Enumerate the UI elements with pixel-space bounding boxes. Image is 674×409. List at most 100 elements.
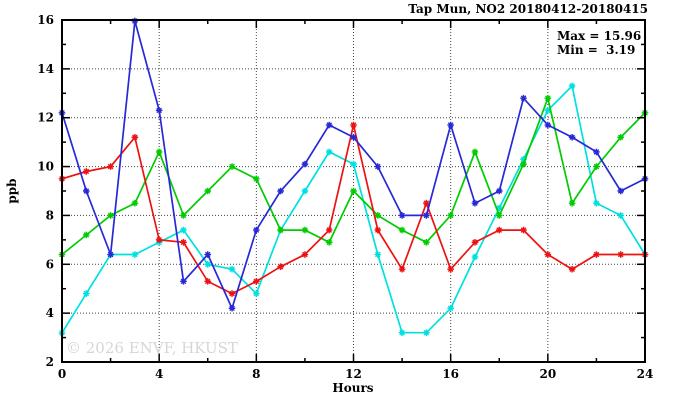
red-line-marker — [374, 226, 382, 234]
x-tick-label: 20 — [539, 367, 556, 381]
cyan-line-marker — [325, 148, 333, 156]
red-line-marker — [204, 278, 212, 285]
blue-line-marker — [423, 212, 430, 219]
green-line-marker — [398, 226, 406, 234]
blue-line-marker — [520, 94, 527, 102]
green-line-marker — [107, 212, 114, 219]
cyan-line-marker — [544, 107, 552, 114]
blue-line-marker — [155, 107, 163, 114]
cyan-line-marker — [253, 290, 260, 297]
red-line-marker — [325, 226, 333, 234]
y-tick-label: 8 — [46, 208, 54, 222]
blue-line-marker — [82, 187, 90, 195]
red-line-marker — [82, 168, 90, 175]
cyan-line-marker — [180, 226, 187, 234]
y-tick-label: 14 — [37, 62, 54, 76]
blue-line-marker — [495, 187, 503, 195]
red-line-marker — [155, 236, 163, 244]
blue-line-marker — [568, 133, 576, 141]
y-axis-label: ppb — [5, 178, 19, 203]
red-line-marker — [131, 133, 139, 141]
red-line-marker — [544, 251, 552, 258]
green-line-marker — [374, 212, 382, 219]
green-line-marker — [495, 212, 503, 219]
green-line-marker — [544, 94, 552, 102]
green-line-marker — [204, 187, 212, 195]
green-line-marker — [325, 239, 333, 246]
green-line-marker — [180, 212, 187, 219]
green-line-marker — [277, 226, 284, 234]
watermark: © 2026 ENVF, HKUST — [66, 339, 238, 357]
y-tick-label: 12 — [37, 111, 54, 125]
red-line-marker — [568, 265, 576, 273]
green-line-marker — [447, 212, 454, 219]
green-line-marker — [617, 133, 625, 141]
y-tick-label: 4 — [46, 306, 54, 320]
cyan-line-marker — [423, 329, 430, 336]
x-axis-label: Hours — [332, 381, 373, 395]
cyan-line-marker — [204, 260, 212, 268]
red-line-marker — [398, 265, 406, 273]
y-tick-label: 16 — [37, 13, 54, 27]
blue-line-marker — [253, 226, 260, 234]
red-line-marker — [253, 278, 260, 285]
red-line-marker — [471, 239, 479, 246]
blue-line-marker — [350, 133, 357, 141]
red-line-marker — [107, 163, 114, 170]
green-line-marker — [82, 231, 90, 239]
chart-title: Tap Mun, NO2 20180412-20180415 — [408, 2, 648, 16]
blue-line-marker — [447, 121, 454, 129]
green-line-marker — [228, 163, 236, 170]
cyan-line-marker — [593, 199, 600, 207]
red-line-marker — [423, 199, 430, 207]
green-line-marker — [471, 148, 479, 156]
blue-line-marker — [325, 121, 333, 129]
x-tick-label: 8 — [252, 367, 260, 381]
green-line-marker — [253, 175, 260, 183]
x-tick-label: 4 — [155, 367, 163, 381]
blue-line-marker — [301, 160, 309, 168]
red-line-marker — [301, 251, 309, 258]
green-line-marker — [593, 163, 600, 170]
y-tick-label: 2 — [46, 355, 54, 369]
green-line-marker — [520, 160, 527, 168]
y-tick-label: 6 — [46, 257, 54, 271]
cyan-line-marker — [617, 212, 625, 219]
blue-line-marker — [204, 251, 212, 258]
blue-line-marker — [228, 304, 236, 312]
y-tick-label: 10 — [37, 160, 54, 174]
blue-line-marker — [471, 199, 479, 207]
blue-line-marker — [398, 212, 406, 219]
cyan-line-marker — [495, 204, 503, 212]
x-tick-label: 24 — [637, 367, 654, 381]
green-line-marker — [350, 187, 357, 195]
red-line-marker — [447, 265, 454, 273]
red-line-marker — [593, 251, 600, 258]
red-line-marker — [180, 239, 187, 246]
cyan-line-marker — [374, 251, 382, 258]
blue-line-marker — [107, 251, 114, 258]
blue-line-marker — [277, 187, 284, 195]
x-tick-label: 0 — [58, 367, 66, 381]
green-line-marker — [131, 199, 139, 207]
green-line-marker — [568, 199, 576, 207]
red-line-marker — [617, 251, 625, 258]
red-line-marker — [350, 121, 357, 129]
blue-line-marker — [544, 121, 552, 129]
blue-line-marker — [593, 148, 600, 156]
blue-line-marker — [180, 278, 187, 285]
cyan-line-marker — [131, 251, 139, 258]
x-tick-label: 12 — [345, 367, 362, 381]
min-annotation: Min = 3.19 — [557, 43, 635, 57]
cyan-line-marker — [471, 253, 479, 261]
cyan-line-marker — [301, 187, 309, 195]
blue-line-marker — [617, 187, 625, 195]
cyan-line-marker — [398, 329, 406, 336]
red-line-marker — [228, 290, 236, 297]
max-annotation: Max = 15.96 — [557, 29, 641, 43]
cyan-line-marker — [447, 304, 454, 312]
red-line-marker — [495, 226, 503, 234]
